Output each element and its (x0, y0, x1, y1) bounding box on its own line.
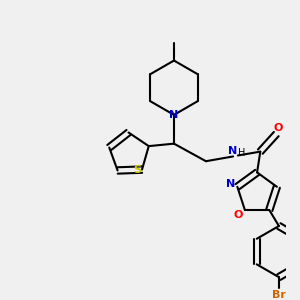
Text: O: O (273, 123, 283, 133)
Text: N: N (229, 146, 238, 156)
Text: O: O (233, 210, 242, 220)
Text: S: S (133, 165, 141, 175)
Text: N: N (169, 110, 178, 120)
Text: Br: Br (272, 290, 286, 300)
Text: N: N (226, 178, 235, 189)
Text: H: H (238, 148, 246, 158)
